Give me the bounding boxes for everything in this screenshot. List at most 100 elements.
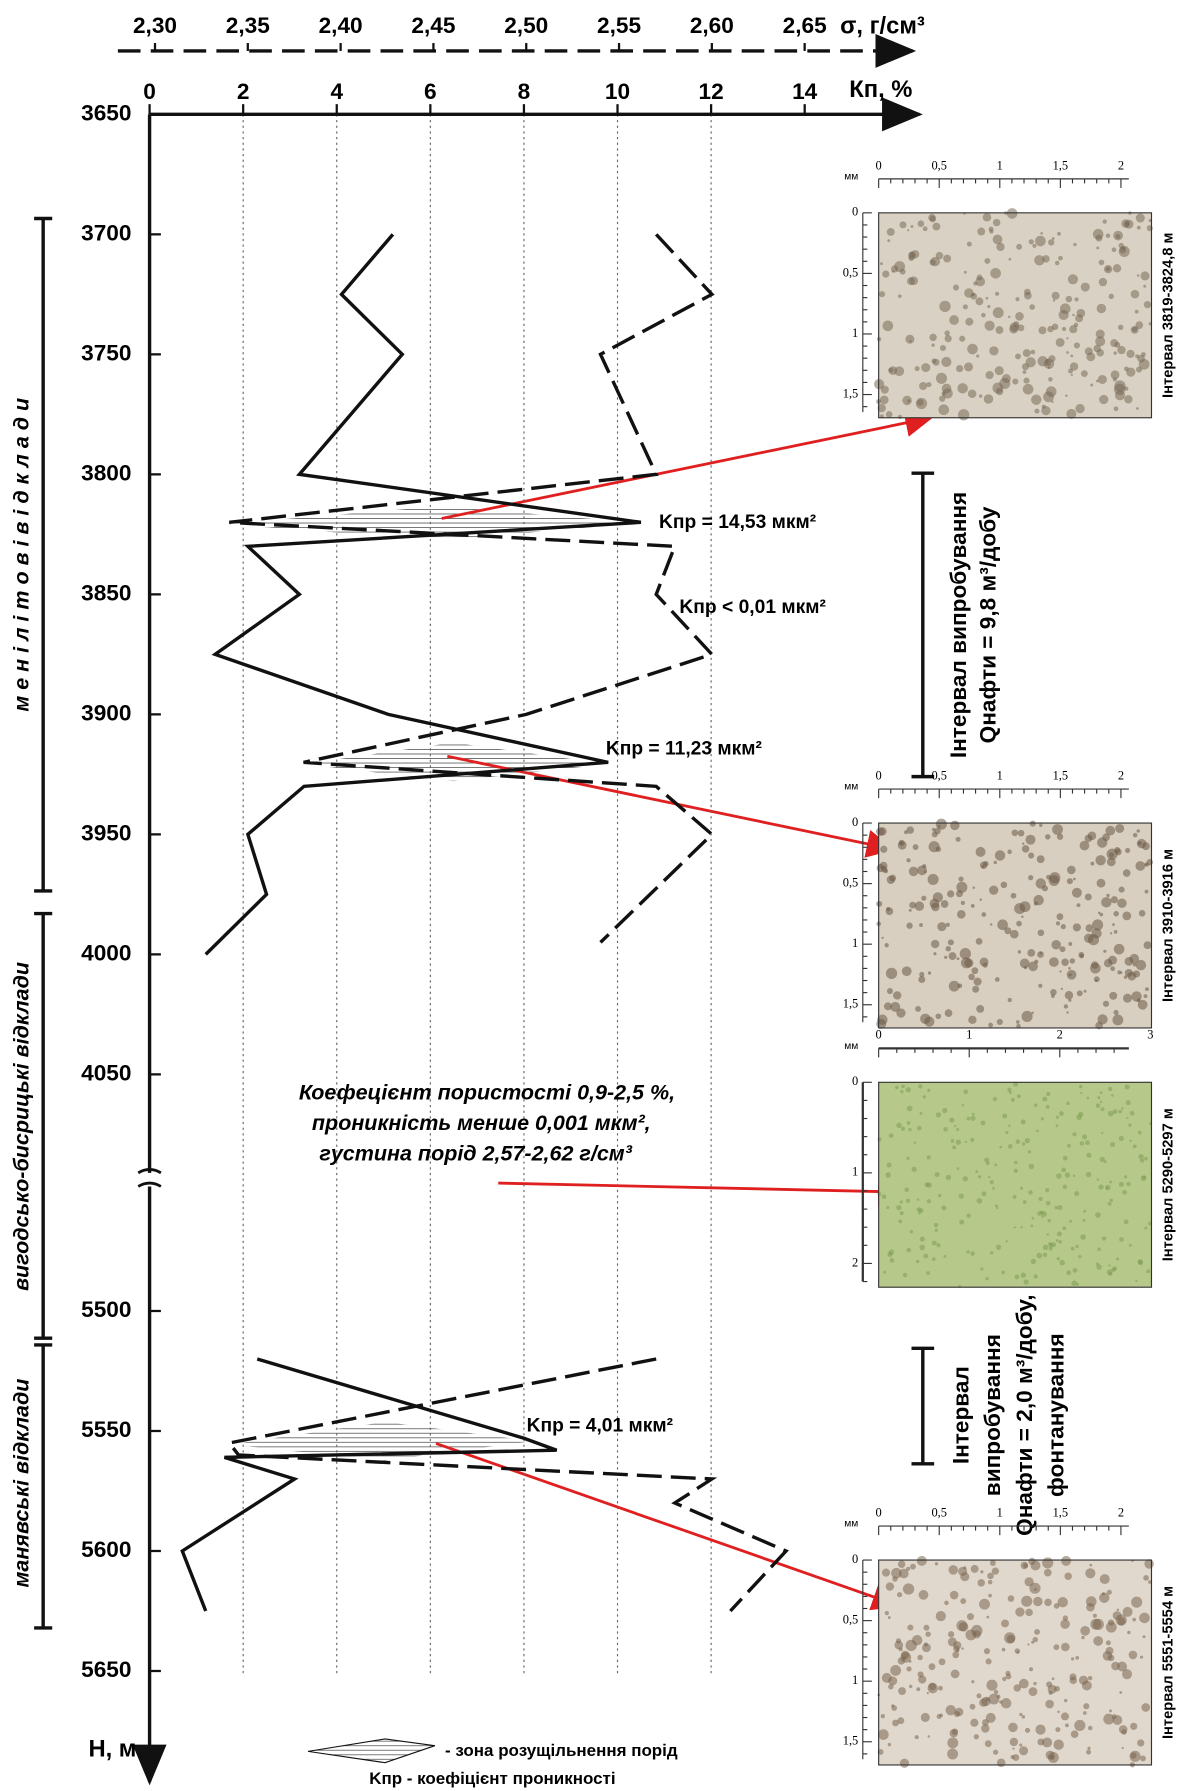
scale-label: 0,5 bbox=[843, 265, 859, 279]
scale-label: 0 bbox=[852, 1552, 858, 1566]
photo-grain bbox=[899, 268, 906, 275]
photo-grain bbox=[918, 1208, 924, 1214]
photo-grain bbox=[1096, 303, 1107, 314]
photo-grain bbox=[935, 1112, 942, 1118]
photo-grain bbox=[972, 886, 976, 890]
photo-grain bbox=[885, 967, 898, 980]
photo-grain bbox=[1071, 1280, 1078, 1287]
photo-grain bbox=[887, 1616, 891, 1620]
photo-grain bbox=[908, 1127, 912, 1132]
photo-grain bbox=[1103, 265, 1113, 274]
photo-grain bbox=[973, 977, 982, 986]
photo-grain bbox=[1144, 889, 1149, 894]
photo-grain bbox=[993, 1749, 999, 1755]
photo-grain bbox=[1121, 1107, 1124, 1110]
photo-grain bbox=[906, 858, 911, 863]
photo-grain bbox=[919, 1244, 925, 1251]
photo-grain bbox=[1037, 1211, 1042, 1216]
photo-grain bbox=[1081, 1635, 1085, 1640]
photo-grain bbox=[1064, 1172, 1071, 1178]
photo-grain bbox=[989, 1560, 996, 1566]
photo-grain bbox=[965, 317, 974, 326]
photo-grain bbox=[1137, 1130, 1142, 1135]
photo-grain bbox=[1015, 1020, 1020, 1024]
photo-grain bbox=[1057, 231, 1061, 236]
photo-grain bbox=[1019, 901, 1031, 913]
photo-grain bbox=[985, 296, 989, 300]
scale-label: 0,5 bbox=[931, 768, 947, 782]
photo-grain bbox=[1066, 351, 1069, 354]
photo-grain bbox=[1017, 829, 1025, 837]
photo-grain bbox=[1012, 378, 1019, 385]
photo-grain bbox=[1128, 1650, 1138, 1660]
photo-grain bbox=[1028, 239, 1034, 245]
photo-grain bbox=[928, 213, 936, 222]
photo-grain bbox=[1112, 1014, 1124, 1026]
photo-grain bbox=[943, 1127, 948, 1132]
photo-grain bbox=[1069, 325, 1078, 334]
test-label: Qнафти = 9,8 м³/добу bbox=[976, 506, 1001, 743]
photo-grain bbox=[918, 1084, 923, 1089]
photo-grain bbox=[1008, 1144, 1013, 1149]
photo-grain bbox=[911, 1166, 917, 1172]
photo-grain bbox=[1143, 284, 1147, 288]
photo-grain bbox=[1035, 878, 1046, 889]
photo-grain bbox=[1042, 1557, 1054, 1569]
photo-grain bbox=[1061, 326, 1067, 332]
photo-grain bbox=[954, 1707, 964, 1717]
test-label: випробування bbox=[980, 1334, 1005, 1496]
photo-grain bbox=[918, 1590, 929, 1600]
photo-grain bbox=[935, 818, 947, 830]
photo-grain bbox=[920, 1712, 930, 1722]
photo-grain bbox=[938, 1685, 943, 1691]
photo-grain bbox=[945, 945, 952, 952]
photo-grain bbox=[1007, 315, 1011, 319]
photo-grain bbox=[1122, 993, 1133, 1003]
photo-grain bbox=[955, 836, 961, 842]
photo-grain bbox=[976, 1693, 982, 1699]
photo-grain bbox=[1048, 1243, 1054, 1248]
photo-grain bbox=[967, 389, 977, 399]
photo-grain bbox=[952, 1651, 960, 1659]
photo-grain bbox=[1100, 1107, 1105, 1112]
photo-grain bbox=[897, 1592, 903, 1598]
photo-grain bbox=[1029, 1582, 1041, 1594]
photo-grain bbox=[1118, 1135, 1124, 1142]
photo-grain bbox=[906, 277, 915, 286]
photo-grain bbox=[1138, 1153, 1144, 1160]
photo-grain bbox=[1103, 959, 1113, 968]
photo-grain bbox=[978, 394, 983, 398]
photo-grain bbox=[931, 358, 937, 364]
photo-grain bbox=[956, 881, 968, 893]
photo-grain bbox=[1121, 1746, 1124, 1750]
photo-grain bbox=[1109, 1709, 1112, 1713]
photo-grain bbox=[896, 1008, 906, 1018]
photo-grain bbox=[1124, 219, 1134, 229]
photo-grain bbox=[1047, 1218, 1052, 1223]
photo-grain bbox=[997, 919, 1008, 931]
photo-grain bbox=[1014, 1160, 1018, 1165]
photo-grain bbox=[1105, 233, 1111, 238]
photo-grain bbox=[886, 228, 895, 236]
photo-grain bbox=[1038, 1196, 1043, 1201]
x2-axis-label: σ, г/см³ bbox=[840, 12, 925, 39]
photo-grain bbox=[992, 234, 1003, 245]
photo-grain bbox=[956, 1128, 960, 1131]
photo-grain bbox=[942, 388, 953, 399]
photo-grain bbox=[1051, 237, 1055, 240]
photo-grain bbox=[1013, 1684, 1021, 1692]
photo-grain bbox=[994, 977, 1000, 982]
photo-grain bbox=[935, 251, 944, 260]
photo-grain bbox=[994, 366, 1004, 376]
photo-grain bbox=[945, 1704, 956, 1716]
photo-grain bbox=[1083, 989, 1087, 993]
photo-grain bbox=[993, 1689, 999, 1695]
photo-grain bbox=[1021, 915, 1024, 919]
photo-grain bbox=[1110, 1093, 1114, 1097]
strata-label: вигодсько-бисрицькі відклади bbox=[9, 962, 33, 1291]
photo-grain bbox=[1038, 326, 1047, 335]
zone-hatching bbox=[223, 506, 640, 1461]
photo-grain bbox=[1116, 1608, 1120, 1612]
photo-grain bbox=[999, 377, 1011, 389]
scale-label: 0 bbox=[876, 1028, 882, 1042]
